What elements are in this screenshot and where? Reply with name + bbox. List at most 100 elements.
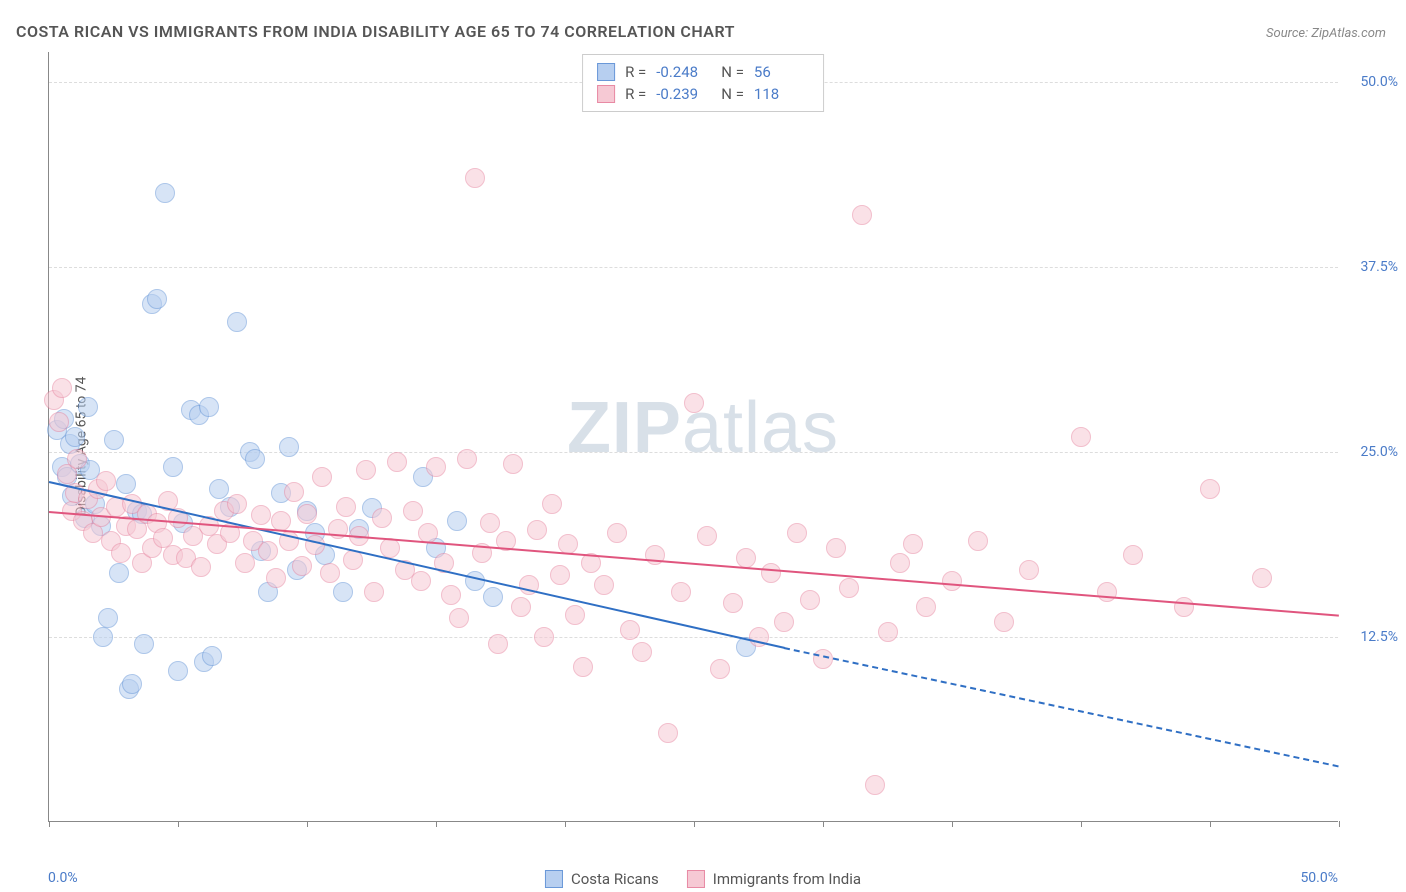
r-label: R =: [625, 63, 646, 81]
scatter-point: [534, 627, 554, 647]
scatter-point: [890, 553, 910, 573]
scatter-point: [284, 482, 304, 502]
scatter-point: [312, 467, 332, 487]
scatter-point: [292, 556, 312, 576]
scatter-point: [903, 534, 923, 554]
x-axis-min-label: 0.0%: [48, 870, 78, 886]
legend-swatch: [597, 63, 615, 81]
scatter-point: [209, 479, 229, 499]
scatter-point: [865, 775, 885, 795]
y-tick-label: 12.5%: [1360, 629, 1398, 645]
scatter-point: [168, 661, 188, 681]
scatter-point: [671, 582, 691, 602]
scatter-point: [511, 597, 531, 617]
r-value: -0.248: [656, 63, 711, 81]
scatter-point: [93, 627, 113, 647]
x-tick: [565, 821, 566, 827]
scatter-point: [109, 563, 129, 583]
scatter-point: [480, 513, 500, 533]
source-attribution: Source: ZipAtlas.com: [1266, 26, 1386, 41]
scatter-point: [305, 535, 325, 555]
scatter-point: [1019, 560, 1039, 580]
scatter-point: [839, 578, 859, 598]
scatter-point: [49, 412, 69, 432]
x-tick: [952, 821, 953, 827]
scatter-point: [122, 674, 142, 694]
legend-swatch: [597, 85, 615, 103]
scatter-point: [942, 571, 962, 591]
scatter-point: [147, 289, 167, 309]
series-legend: Costa Ricans Immigrants from India: [545, 870, 861, 888]
scatter-point: [387, 452, 407, 472]
scatter-point: [813, 649, 833, 669]
scatter-point: [227, 312, 247, 332]
x-tick: [307, 821, 308, 827]
scatter-point: [96, 471, 116, 491]
scatter-point: [235, 553, 255, 573]
scatter-point: [684, 393, 704, 413]
scatter-point: [826, 538, 846, 558]
x-tick: [694, 821, 695, 827]
trend-line-dashed: [784, 647, 1339, 767]
scatter-point: [607, 523, 627, 543]
grid-line: [49, 267, 1338, 268]
scatter-point: [266, 568, 286, 588]
scatter-point: [503, 454, 523, 474]
scatter-point: [403, 501, 423, 521]
scatter-point: [297, 504, 317, 524]
scatter-point: [1200, 479, 1220, 499]
scatter-point: [483, 587, 503, 607]
scatter-point: [199, 397, 219, 417]
scatter-point: [761, 563, 781, 583]
scatter-point: [550, 565, 570, 585]
scatter-point: [1252, 568, 1272, 588]
scatter-point: [441, 585, 461, 605]
scatter-point: [457, 449, 477, 469]
scatter-point: [787, 523, 807, 543]
scatter-point: [1071, 427, 1091, 447]
scatter-point: [878, 622, 898, 642]
scatter-point: [78, 397, 98, 417]
scatter-point: [364, 582, 384, 602]
scatter-point: [380, 538, 400, 558]
legend-item: Immigrants from India: [687, 870, 861, 888]
y-tick-label: 37.5%: [1360, 259, 1398, 275]
legend-label: Immigrants from India: [713, 870, 861, 888]
n-value: 118: [754, 85, 809, 103]
scatter-point: [104, 430, 124, 450]
scatter-point: [527, 520, 547, 540]
scatter-point: [916, 597, 936, 617]
y-tick-label: 50.0%: [1360, 74, 1398, 90]
legend-item: Costa Ricans: [545, 870, 659, 888]
scatter-point: [336, 497, 356, 517]
y-tick-label: 25.0%: [1360, 444, 1398, 460]
scatter-point: [258, 541, 278, 561]
r-label: R =: [625, 85, 646, 103]
scatter-point: [134, 634, 154, 654]
x-tick: [823, 821, 824, 827]
scatter-point: [65, 427, 85, 447]
x-tick: [1339, 821, 1340, 827]
scatter-point: [447, 511, 467, 531]
x-tick: [436, 821, 437, 827]
scatter-point: [153, 528, 173, 548]
legend-label: Costa Ricans: [571, 870, 659, 888]
scatter-point: [852, 205, 872, 225]
x-axis-max-label: 50.0%: [1300, 870, 1338, 886]
scatter-point: [163, 457, 183, 477]
scatter-point: [98, 608, 118, 628]
scatter-point: [333, 582, 353, 602]
scatter-point: [426, 457, 446, 477]
scatter-point: [632, 642, 652, 662]
scatter-point: [723, 593, 743, 613]
scatter-point: [968, 531, 988, 551]
scatter-point: [251, 505, 271, 525]
legend-swatch: [687, 870, 705, 888]
scatter-point: [52, 378, 72, 398]
legend-swatch: [545, 870, 563, 888]
plot-area: 12.5%25.0%37.5%50.0%: [48, 52, 1338, 822]
scatter-point: [155, 183, 175, 203]
scatter-point: [800, 590, 820, 610]
x-tick: [1210, 821, 1211, 827]
x-tick: [178, 821, 179, 827]
